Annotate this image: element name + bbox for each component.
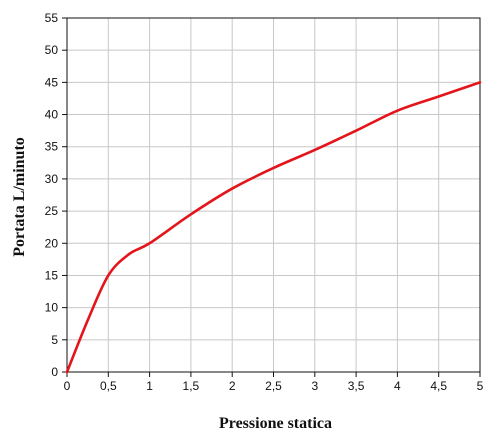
x-tick-label: 3,5	[348, 379, 365, 393]
y-tick-label: 30	[45, 172, 59, 186]
y-tick-label: 40	[45, 108, 59, 122]
y-tick-label: 25	[45, 204, 59, 218]
series-line	[65, 81, 482, 374]
y-axis-title: Portata L/minuto	[11, 137, 28, 257]
y-tick-label: 55	[45, 11, 59, 25]
y-tick-label: 20	[45, 236, 59, 250]
y-tick-label: 0	[51, 365, 58, 379]
y-tick-label: 45	[45, 75, 59, 89]
grid-lines	[67, 18, 480, 372]
x-tick-label: 4	[394, 379, 401, 393]
x-tick-label: 2	[229, 379, 236, 393]
x-tick-label: 4,5	[430, 379, 447, 393]
y-tick-label: 35	[45, 140, 59, 154]
y-tick-label: 5	[51, 333, 58, 347]
x-tick-label: 1	[146, 379, 153, 393]
y-tick-label: 50	[45, 43, 59, 57]
x-tick-label: 5	[477, 379, 484, 393]
x-axis-ticks: 0 0,5 1 1,5 2 2,5 3 3,5 4 4,5 5	[64, 372, 484, 393]
y-tick-label: 15	[45, 268, 59, 282]
y-axis-ticks: 0 5 10 15 20 25 30 35 40 45 50 55	[45, 11, 67, 379]
x-tick-label: 2,5	[265, 379, 282, 393]
x-tick-label: 0	[64, 379, 71, 393]
x-axis-title: Pressione statica	[219, 415, 332, 432]
x-tick-label: 0,5	[100, 379, 117, 393]
series-layer	[65, 81, 482, 374]
x-tick-label: 3	[311, 379, 318, 393]
y-tick-label: 10	[45, 301, 59, 315]
x-tick-label: 1,5	[183, 379, 200, 393]
